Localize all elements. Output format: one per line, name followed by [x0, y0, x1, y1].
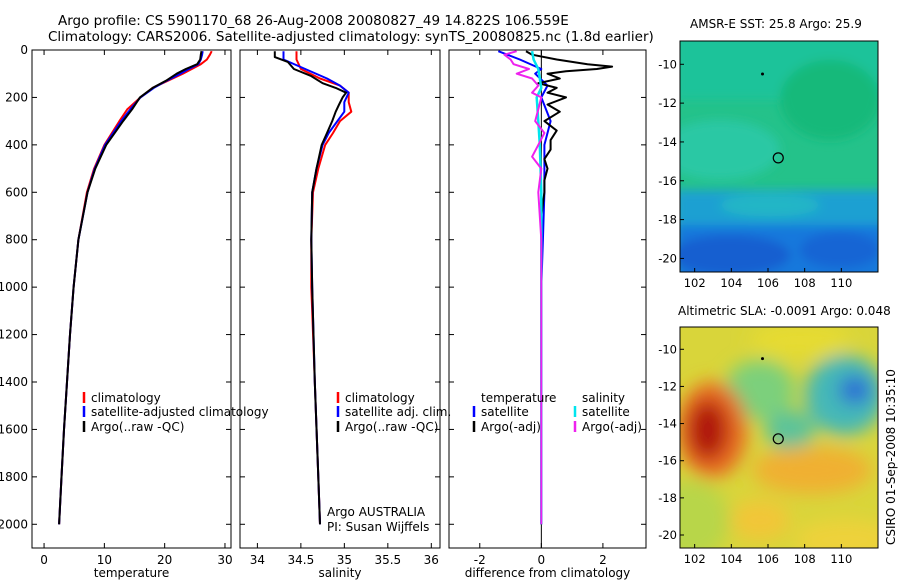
y-tick-label: -14	[658, 417, 677, 431]
panel-sst-map	[679, 40, 879, 273]
panel-difference	[448, 49, 647, 549]
plot-frame	[448, 49, 647, 549]
x-tick-label: 30	[217, 553, 232, 567]
series-line-black	[273, 51, 348, 525]
map-frame	[679, 326, 879, 549]
y-tick-label: 800	[5, 233, 28, 247]
series-line-blue	[58, 51, 204, 525]
profile-marker	[772, 152, 784, 164]
series-line-black	[58, 51, 203, 525]
profile-marker	[772, 433, 784, 445]
y-tick-label: 200	[5, 90, 28, 104]
legend-label: climatology	[91, 391, 161, 405]
title-line-2: Climatology: CARS2006. Satellite-adjuste…	[48, 29, 654, 45]
x-tick-label: 106	[757, 276, 779, 290]
y-tick-label: 1600	[0, 422, 28, 436]
x-tick-label: 102	[684, 276, 706, 290]
x-tick-label: 102	[684, 552, 706, 566]
y-tick-label: -10	[658, 342, 677, 356]
x-tick-label: 34.5	[288, 553, 315, 567]
previous-position-marker	[761, 357, 764, 361]
y-tick-label: 0	[20, 43, 28, 57]
map-frame	[679, 40, 879, 273]
y-tick-label: -18	[658, 213, 677, 227]
y-tick-label: -12	[658, 379, 677, 393]
legend-label: climatology	[345, 391, 415, 405]
y-tick-label: 1800	[0, 470, 28, 484]
x-tick-label: 34	[250, 553, 265, 567]
legend-label: satellite-adjusted climatology	[91, 405, 269, 419]
legend-label: satellite adj. clim.	[345, 405, 451, 419]
sla-heatmap	[680, 327, 878, 548]
previous-position-marker	[761, 72, 764, 76]
y-tick-label: -12	[658, 96, 677, 110]
y-tick-label: 1000	[0, 280, 28, 294]
panel-salinity	[239, 49, 441, 549]
x-tick-label: 10	[97, 553, 112, 567]
x-axis-label: salinity	[318, 566, 361, 580]
x-tick-label: -2	[474, 553, 486, 567]
legend-label: Argo(-adj)	[481, 420, 541, 434]
y-tick-label: -16	[658, 174, 677, 188]
x-axis-label: difference from climatology	[465, 566, 631, 580]
x-tick-label: 106	[757, 552, 779, 566]
y-tick-label: -14	[658, 135, 677, 149]
plot-frame	[31, 49, 232, 549]
title-line-1: Argo profile: CS 5901170_68 26-Aug-2008 …	[58, 13, 569, 29]
sst-map-title: AMSR-E SST: 25.8 Argo: 25.9	[690, 17, 862, 31]
annotation-line: Argo AUSTRALIA	[327, 505, 426, 519]
y-tick-label: 600	[5, 185, 28, 199]
series-line-blue	[497, 50, 552, 525]
series-line-red	[295, 51, 353, 525]
sst-heatmap	[680, 41, 878, 272]
x-tick-label: 35	[337, 553, 352, 567]
y-tick-label: 1200	[0, 328, 28, 342]
legend-header: salinity	[582, 391, 625, 405]
x-tick-label: 104	[720, 552, 742, 566]
x-tick-label: 35.5	[374, 553, 401, 567]
x-tick-label: 108	[794, 552, 816, 566]
y-tick-label: 400	[5, 138, 28, 152]
annotation-line: PI: Susan Wijffels	[327, 520, 429, 534]
legend-header: temperature	[481, 391, 556, 405]
panel-temperature	[31, 49, 232, 549]
x-tick-label: 20	[157, 553, 172, 567]
x-tick-label: 0	[40, 553, 48, 567]
x-tick-label: 36	[424, 553, 439, 567]
x-axis-label: temperature	[94, 566, 169, 580]
plot-frame	[239, 49, 441, 549]
legend-label: satellite	[481, 405, 529, 419]
series-line-magenta	[503, 50, 546, 525]
x-tick-label: 0	[538, 553, 546, 567]
y-tick-label: 1400	[0, 375, 28, 389]
x-tick-label: 110	[830, 552, 852, 566]
y-tick-label: -10	[658, 57, 677, 71]
panel-sla-map	[679, 326, 879, 549]
x-tick-label: 104	[720, 276, 742, 290]
x-tick-label: 2	[599, 553, 607, 567]
x-tick-label: 108	[794, 276, 816, 290]
legend-label: Argo(..raw -QC)	[345, 420, 438, 434]
sla-map-title: Altimetric SLA: -0.0091 Argo: 0.048	[678, 304, 891, 318]
legend-label: Argo(-adj)	[582, 420, 642, 434]
y-tick-label: 2000	[0, 517, 28, 531]
series-line-red	[58, 50, 213, 525]
y-tick-label: -16	[658, 454, 677, 468]
x-tick-label: 110	[830, 276, 852, 290]
legend-label: Argo(..raw -QC)	[91, 420, 184, 434]
y-tick-label: -20	[658, 528, 677, 542]
legend-label: satellite	[582, 405, 630, 419]
y-tick-label: -18	[658, 491, 677, 505]
y-tick-label: -20	[658, 251, 677, 265]
